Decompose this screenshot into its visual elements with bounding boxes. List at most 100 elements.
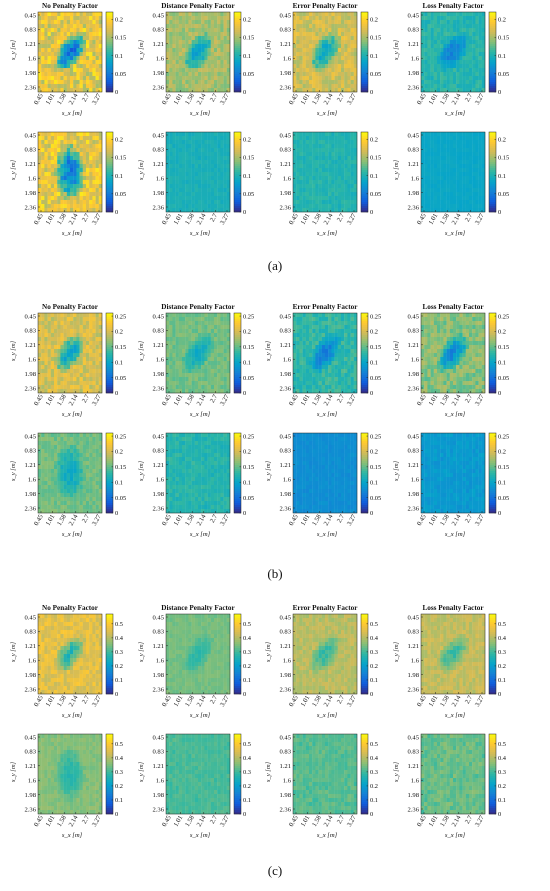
heatmap-cell <box>211 164 214 168</box>
x-axis-label: s_x [m] <box>62 230 83 237</box>
heatmap-cell <box>341 152 344 156</box>
panel-title: No Penalty Factor <box>42 2 99 10</box>
colorbar-tick-label: 0 <box>115 390 118 397</box>
heatmap-cell <box>179 357 182 361</box>
heatmap-cell <box>76 176 79 180</box>
heatmap-cell <box>41 24 44 28</box>
heatmap-cell <box>201 172 204 176</box>
heatmap-cell <box>224 389 227 393</box>
heatmap-cell <box>76 12 79 16</box>
heatmap-cell <box>459 136 462 140</box>
heatmap-cell <box>322 148 325 152</box>
heatmap-cell <box>176 152 179 156</box>
heatmap-cell <box>99 377 102 381</box>
heatmap-cell <box>443 188 446 192</box>
heatmap-cell <box>227 341 230 345</box>
heatmap-cell <box>201 36 204 40</box>
heatmap-cell <box>214 313 217 317</box>
heatmap-cell <box>192 377 195 381</box>
heatmap-cell <box>220 52 223 56</box>
heatmap-cell <box>440 52 443 56</box>
heatmap-cell <box>354 172 357 176</box>
heatmap-cell <box>434 184 437 188</box>
heatmap-cell <box>182 160 185 164</box>
heatmap-cell <box>303 180 306 184</box>
heatmap-cell <box>96 377 99 381</box>
heatmap-cell <box>86 40 89 44</box>
heatmap-cell <box>328 160 331 164</box>
heatmap-cell <box>351 345 354 349</box>
heatmap-cell <box>204 357 207 361</box>
y-tick-label: 1.6 <box>156 176 165 183</box>
heatmap-cell <box>89 361 92 365</box>
heatmap-cell <box>188 337 191 341</box>
x-tick-label: 1.01 <box>172 394 184 407</box>
x-tick-label: 3.27 <box>219 92 231 106</box>
heatmap-cell <box>482 180 485 184</box>
heatmap-cell <box>328 68 331 72</box>
heatmap-cell <box>421 180 424 184</box>
heatmap-cell <box>447 68 450 72</box>
heatmap-cell <box>469 52 472 56</box>
heatmap-cell <box>421 160 424 164</box>
colorbar-segment <box>489 46 496 48</box>
heatmap-cell <box>51 188 54 192</box>
heatmap-cell <box>96 373 99 377</box>
heatmap-cell <box>70 357 73 361</box>
heatmap-cell <box>182 196 185 200</box>
heatmap-cell <box>83 369 86 373</box>
heatmap-cell <box>309 184 312 188</box>
heatmap-cell <box>459 144 462 148</box>
heatmap-cell <box>192 200 195 204</box>
heatmap-cell <box>335 84 338 88</box>
heatmap-cell <box>479 56 482 60</box>
heatmap-cell <box>217 196 220 200</box>
colorbar-segment <box>489 28 496 30</box>
colorbar-segment <box>361 42 368 44</box>
heatmap-cell <box>99 313 102 317</box>
heatmap-cell <box>306 132 309 136</box>
heatmap-cell <box>70 16 73 20</box>
heatmap-cell <box>303 132 306 136</box>
heatmap-cell <box>450 184 453 188</box>
heatmap-cell <box>179 52 182 56</box>
heatmap-cell <box>89 132 92 136</box>
heatmap-cell <box>57 373 60 377</box>
heatmap-cell <box>220 144 223 148</box>
heatmap-cell <box>341 84 344 88</box>
heatmap-cell <box>322 200 325 204</box>
heatmap-cell <box>319 12 322 16</box>
heatmap-cell <box>195 329 198 333</box>
heatmap-cell <box>89 333 92 337</box>
heatmap-cell <box>466 52 469 56</box>
heatmap-cell <box>299 76 302 80</box>
x-tick-label: 2.7 <box>81 92 92 103</box>
heatmap-cell <box>44 172 47 176</box>
colorbar-segment <box>106 389 113 391</box>
colorbar-segment <box>106 355 113 357</box>
heatmap-cell <box>315 76 318 80</box>
heatmap-cell <box>208 317 211 321</box>
heatmap-cell <box>335 80 338 84</box>
colorbar-segment <box>361 148 368 150</box>
heatmap-cell <box>198 64 201 68</box>
heatmap-cell <box>469 180 472 184</box>
x-axis-label: s_x [m] <box>62 110 83 117</box>
heatmap-cell <box>89 40 92 44</box>
heatmap-cell <box>309 325 312 329</box>
heatmap-cell <box>70 329 73 333</box>
heatmap-cell <box>427 200 430 204</box>
heatmap-cell <box>328 80 331 84</box>
heatmap-cell <box>328 325 331 329</box>
heatmap-cell <box>447 176 450 180</box>
heatmap-cell <box>306 148 309 152</box>
heatmap-cell <box>51 337 54 341</box>
heatmap-cell <box>57 148 60 152</box>
heatmap-cell <box>76 349 79 353</box>
heatmap-cell <box>176 72 179 76</box>
colorbar-segment <box>489 178 496 180</box>
heatmap-cell <box>67 317 70 321</box>
heatmap-cell <box>204 40 207 44</box>
heatmap-cell <box>201 381 204 385</box>
heatmap-cell <box>64 60 67 64</box>
